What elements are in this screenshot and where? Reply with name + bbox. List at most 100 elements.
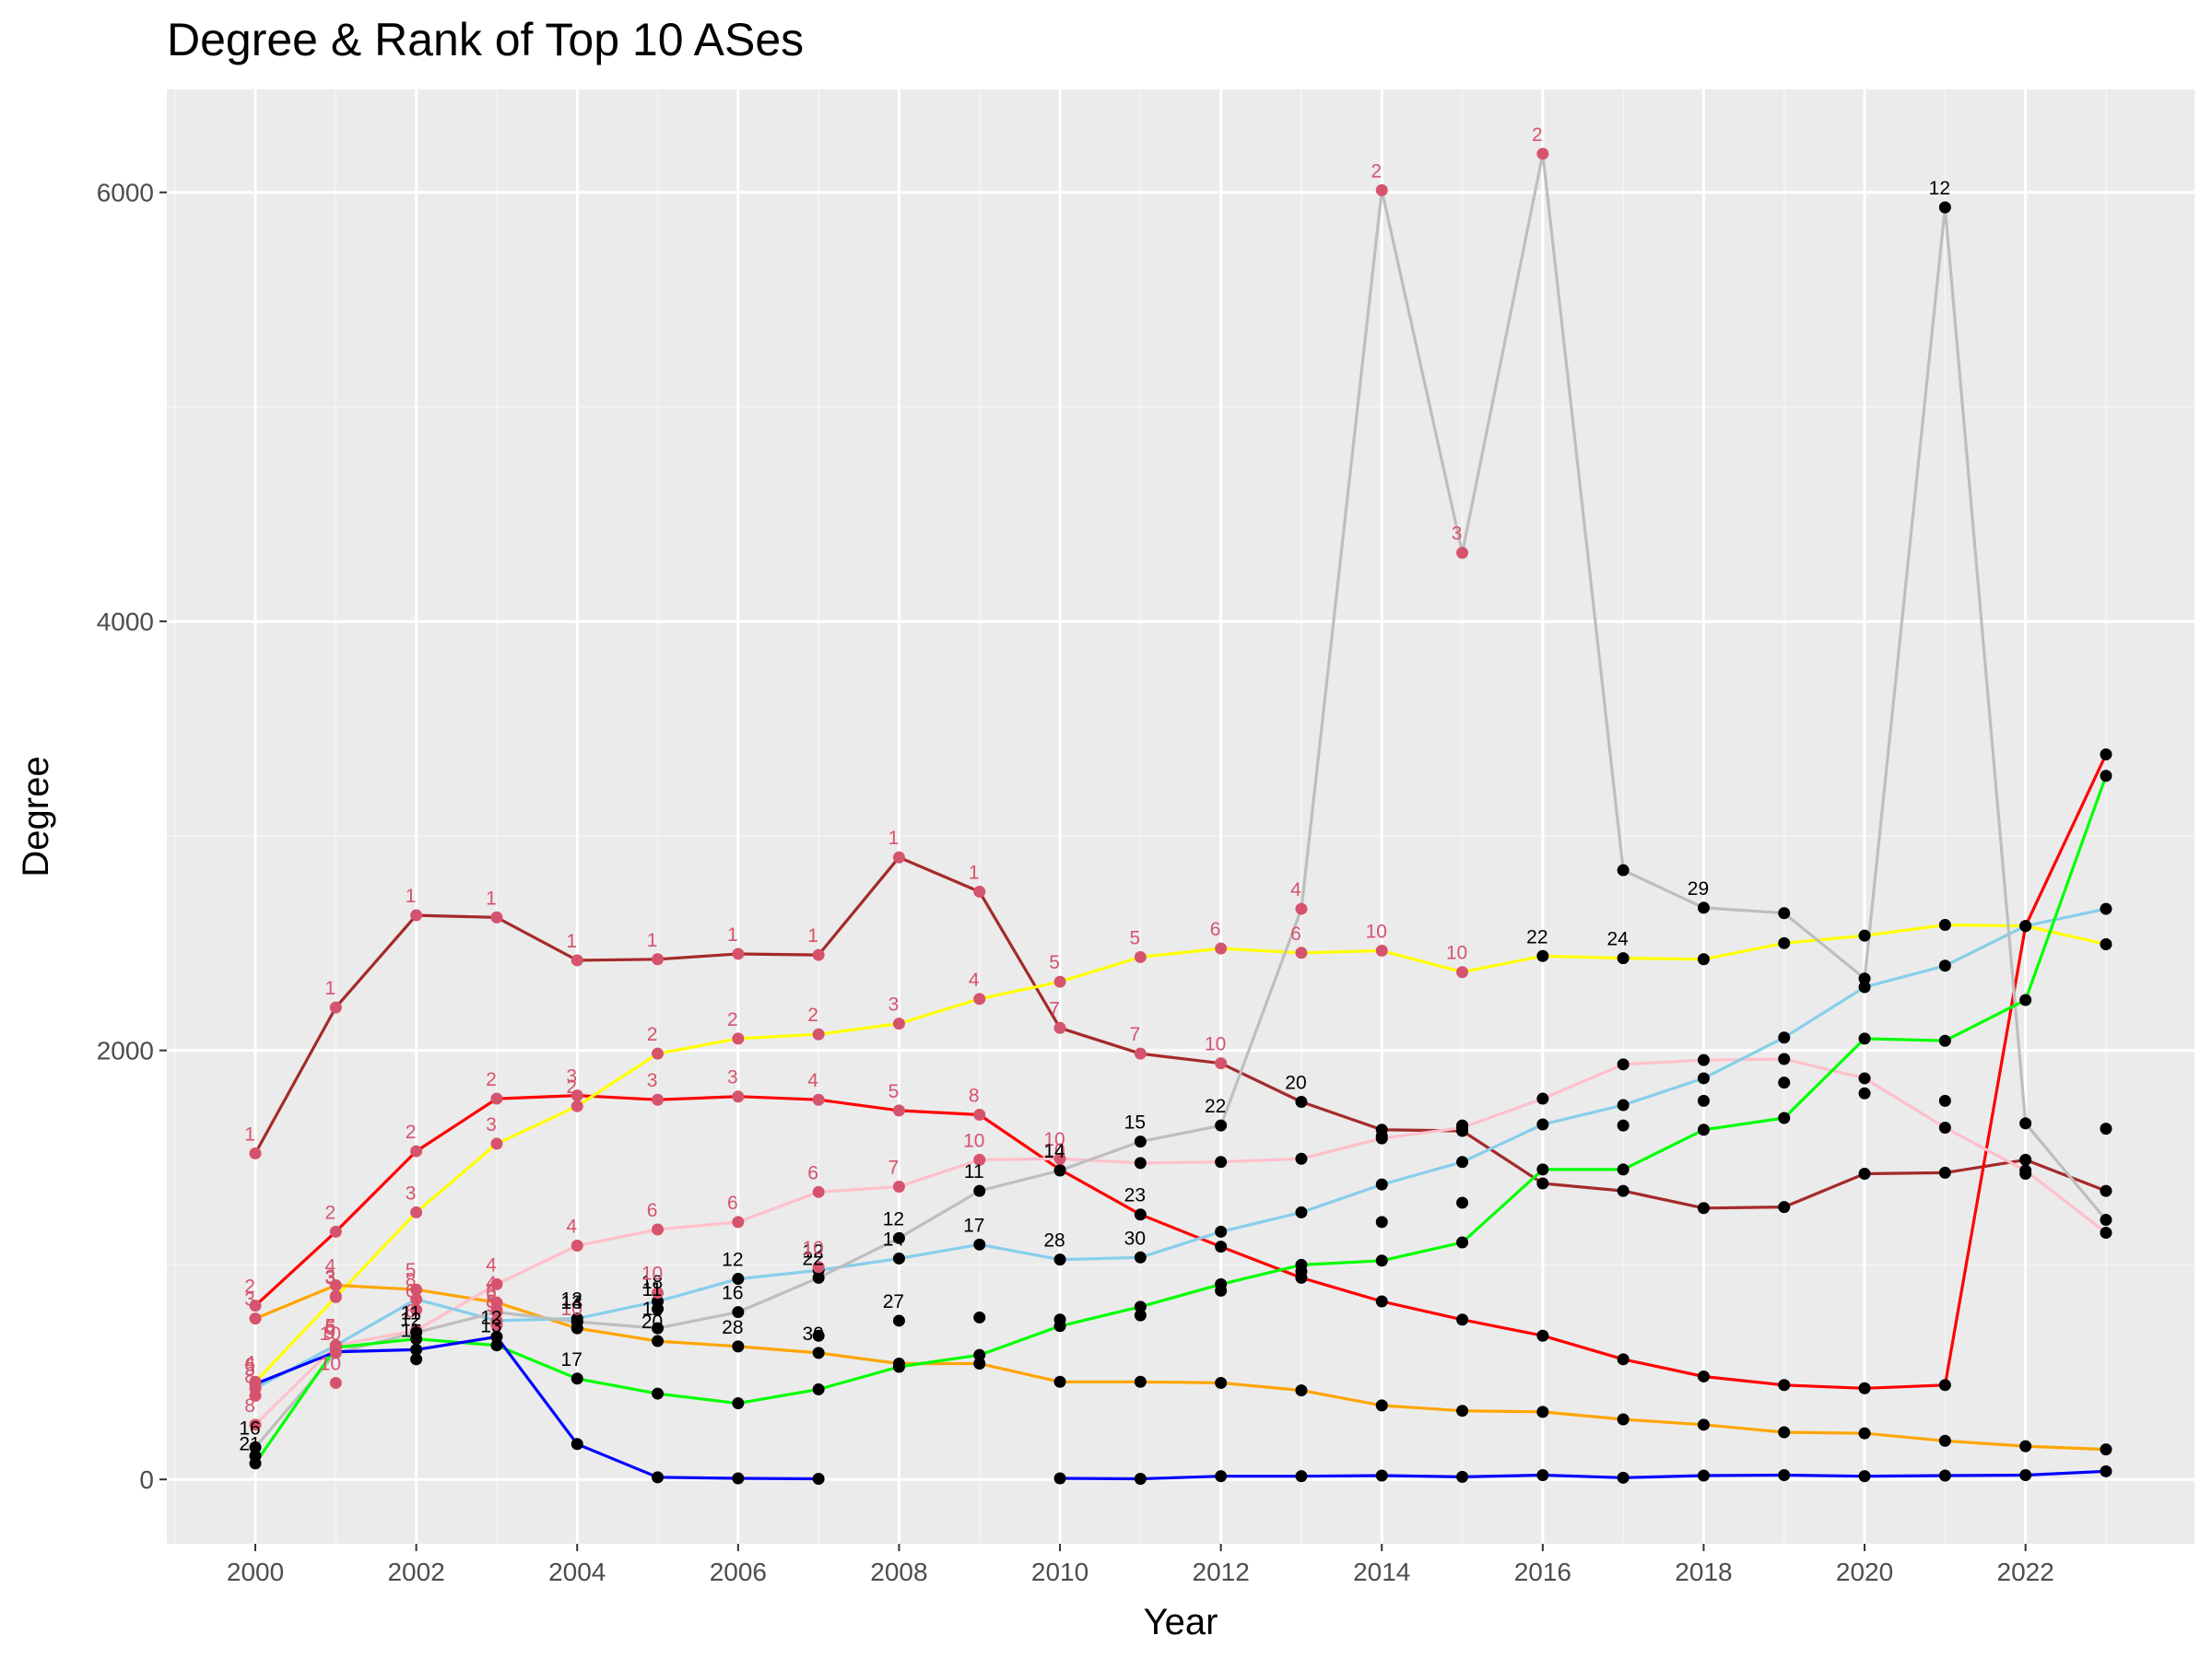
rank-label: 1 xyxy=(486,888,497,909)
data-point xyxy=(329,1376,342,1389)
data-point xyxy=(410,1353,423,1366)
data-point xyxy=(1215,1470,1228,1483)
x-axis: 2000 2002 2004 2006 2008 2010 2012 2014 2016 2018… xyxy=(227,1544,2054,1586)
data-point xyxy=(892,1360,905,1373)
rank-label: 3 xyxy=(888,994,900,1016)
data-point xyxy=(2019,994,2032,1006)
rank-label: 7 xyxy=(1049,998,1060,1019)
data-point xyxy=(249,1378,262,1391)
data-point xyxy=(1858,1087,1871,1100)
data-point xyxy=(410,1145,423,1158)
data-point xyxy=(1617,1413,1630,1426)
data-point xyxy=(1617,1471,1630,1484)
data-point xyxy=(249,1441,262,1453)
data-point xyxy=(490,911,503,924)
data-point xyxy=(1617,1119,1630,1132)
rank-label: 6 xyxy=(647,1200,658,1221)
data-points xyxy=(249,147,2112,1485)
x-tick-label: 2008 xyxy=(870,1558,927,1586)
rank-label: 7 xyxy=(1130,1024,1141,1045)
rank-label: 3 xyxy=(566,1066,577,1088)
data-point xyxy=(1375,1399,1388,1412)
rank-label: 20 xyxy=(1285,1073,1306,1094)
data-point xyxy=(490,1303,503,1316)
rank-label: 10 xyxy=(641,1264,663,1285)
data-point xyxy=(1215,1225,1228,1238)
x-tick-label: 2022 xyxy=(1997,1558,2054,1586)
rank-label: 12 xyxy=(883,1208,904,1230)
rank-label: 6 xyxy=(1290,924,1301,945)
x-tick-label: 2014 xyxy=(1353,1558,1410,1586)
data-point xyxy=(1375,1216,1388,1229)
rank-label: 17 xyxy=(963,1215,984,1236)
rank-label: 21 xyxy=(239,1434,260,1455)
rank-label: 11 xyxy=(401,1303,421,1324)
data-point xyxy=(1938,1379,1951,1392)
data-point xyxy=(812,1347,825,1359)
series-line xyxy=(254,1335,2107,1481)
data-point xyxy=(1134,1157,1147,1170)
data-point xyxy=(652,1223,665,1236)
data-point xyxy=(812,1028,825,1041)
rank-label: 10 xyxy=(802,1238,823,1259)
rank-label: 10 xyxy=(320,1324,341,1345)
data-point xyxy=(1456,1196,1469,1209)
data-point xyxy=(812,948,825,961)
data-point xyxy=(1295,947,1308,959)
data-point xyxy=(973,1311,986,1324)
y-tick-label: 0 xyxy=(139,1465,154,1494)
data-point xyxy=(1938,1094,1951,1107)
data-point xyxy=(973,1238,986,1251)
data-point xyxy=(1617,1099,1630,1112)
data-point xyxy=(1536,1163,1549,1176)
data-point xyxy=(812,1271,825,1284)
x-tick-label: 2004 xyxy=(548,1558,606,1586)
data-point xyxy=(1617,1184,1630,1197)
y-axis-title: Degree xyxy=(16,756,56,877)
rank-label: 13 xyxy=(480,1316,501,1337)
rank-label: 6 xyxy=(406,1280,417,1301)
data-point xyxy=(1938,1434,1951,1447)
series-line xyxy=(253,152,2108,1449)
series-line xyxy=(253,753,2108,1390)
data-point xyxy=(1134,1208,1147,1221)
data-point xyxy=(1697,1053,1710,1066)
data-point xyxy=(1858,929,1871,942)
data-point xyxy=(1295,1470,1308,1483)
rank-label: 12 xyxy=(561,1289,582,1311)
rank-label: 2 xyxy=(244,1277,255,1298)
rank-label: 8 xyxy=(244,1395,255,1417)
y-tick-label: 6000 xyxy=(97,179,154,207)
rank-label: 2 xyxy=(647,1024,658,1045)
x-tick-label: 2000 xyxy=(227,1558,284,1586)
data-point xyxy=(1134,1135,1147,1148)
rank-label: 11 xyxy=(401,1320,421,1341)
data-point xyxy=(1858,981,1871,994)
rank-label: 18 xyxy=(641,1272,663,1293)
data-point xyxy=(1134,1375,1147,1388)
data-point xyxy=(490,1277,503,1290)
data-point xyxy=(490,1137,503,1150)
data-point xyxy=(1697,1469,1710,1482)
rank-label: 1 xyxy=(727,924,738,946)
data-point xyxy=(652,1322,665,1335)
data-point xyxy=(410,909,423,922)
data-point xyxy=(249,1147,262,1159)
data-point xyxy=(892,1314,905,1327)
series-lines xyxy=(253,152,2108,1481)
data-point xyxy=(1536,1469,1549,1482)
data-point xyxy=(812,1093,825,1106)
data-point xyxy=(812,1261,825,1274)
data-point xyxy=(812,1472,825,1485)
rank-label: 3 xyxy=(406,1182,417,1204)
data-point xyxy=(1053,1472,1066,1485)
rank-label: 1 xyxy=(566,931,577,952)
data-point xyxy=(1536,1406,1549,1418)
rank-label: 2 xyxy=(324,1202,335,1223)
rank-label: 5 xyxy=(1130,927,1141,948)
data-point xyxy=(973,1153,986,1166)
data-point xyxy=(1858,1427,1871,1440)
rank-label: 27 xyxy=(883,1291,904,1312)
data-point xyxy=(1295,1096,1308,1109)
